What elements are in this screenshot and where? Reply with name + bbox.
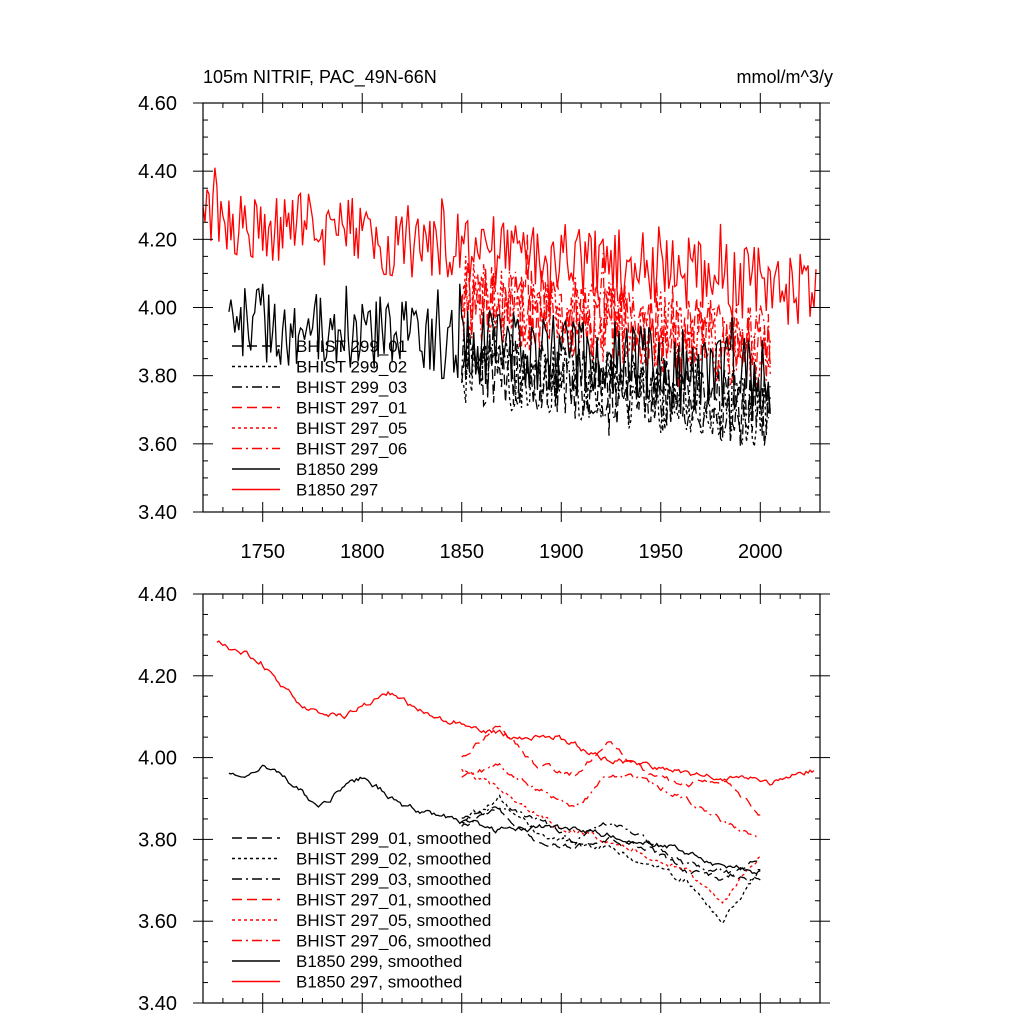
bottom-panel: 3.40 3.60 3.80 4.00 4.20 4.40 BHIST 299_01, sm… (138, 584, 830, 1015)
legend-label: BHIST 297_01, smoothed (296, 891, 491, 910)
series-line (228, 283, 771, 415)
x-tick-label: 1750 (240, 541, 285, 563)
legend-label: BHIST 299_01 (296, 337, 407, 356)
legend-label: BHIST 299_03 (296, 378, 407, 397)
legend-label: BHIST 297_06, smoothed (296, 932, 491, 951)
y-tick-label: 3.80 (138, 829, 177, 851)
x-tick-label: 2000 (738, 541, 783, 563)
series-line (461, 806, 761, 882)
y-tick-label: 3.60 (138, 911, 177, 933)
legend-label: B1850 297 (296, 481, 378, 500)
x-tick-label: 1800 (340, 541, 385, 563)
legend-label: BHIST 297_05 (296, 419, 407, 438)
legend-label: BHIST 299_01, smoothed (296, 829, 491, 848)
series-group (203, 167, 817, 447)
x-tick-label: 1950 (639, 541, 684, 563)
x-tick-label: 1900 (539, 541, 584, 563)
y-tick-label: 3.40 (138, 993, 177, 1015)
y-tick-label: 4.20 (138, 666, 177, 688)
series-line (461, 768, 761, 905)
legend-label: BHIST 297_05, smoothed (296, 911, 491, 930)
series-line (461, 762, 761, 839)
legend-label: B1850 299 (296, 460, 378, 479)
legend-label: BHIST 299_02, smoothed (296, 850, 491, 869)
series-line (461, 234, 771, 372)
y-tick-label: 3.40 (138, 502, 177, 524)
series-line (216, 640, 815, 786)
y-tick-label: 4.00 (138, 298, 177, 320)
x-tick-label: 1850 (439, 541, 484, 563)
legend-label: B1850 299, smoothed (296, 952, 462, 971)
legend-label: BHIST 297_01 (296, 399, 407, 418)
series-line (461, 328, 771, 447)
y-tick-label: 4.60 (138, 93, 177, 115)
legend-label: BHIST 299_02 (296, 358, 407, 377)
series-line (228, 764, 761, 875)
series-line (203, 167, 817, 325)
series-line (461, 255, 771, 389)
chart-title: 105m NITRIF, PAC_49N-66N (203, 67, 437, 88)
series-line (461, 725, 761, 816)
y-tick-label: 4.40 (138, 161, 177, 183)
units-label: mmol/m^3/y (737, 67, 833, 87)
legend-label: B1850 297, smoothed (296, 973, 462, 992)
y-tick-label: 4.40 (138, 584, 177, 606)
series-group (216, 640, 815, 925)
y-tick-label: 3.60 (138, 434, 177, 456)
y-tick-label: 4.00 (138, 748, 177, 770)
series-line (461, 252, 771, 387)
top-panel: 1750 1800 1850 1900 1950 2000 3.40 3.60 3.80 4.00… (138, 93, 830, 563)
series-line (461, 807, 761, 881)
legend-label: BHIST 299_03, smoothed (296, 870, 491, 889)
y-tick-label: 3.80 (138, 366, 177, 388)
y-tick-label: 4.20 (138, 229, 177, 251)
legend-label: BHIST 297_06 (296, 440, 407, 459)
